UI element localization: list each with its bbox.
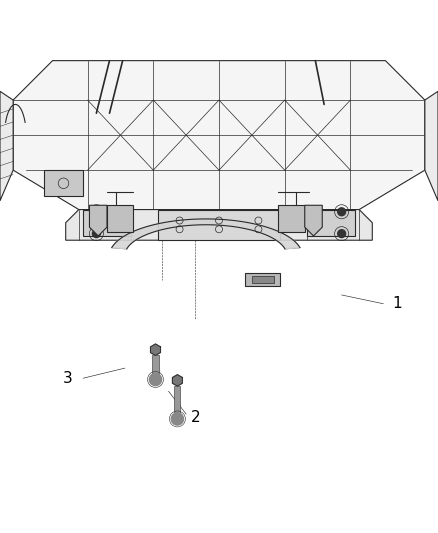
Circle shape bbox=[92, 230, 100, 238]
Polygon shape bbox=[252, 276, 274, 283]
Polygon shape bbox=[152, 356, 159, 379]
Circle shape bbox=[338, 208, 346, 216]
Polygon shape bbox=[66, 209, 372, 240]
Circle shape bbox=[171, 413, 184, 425]
Circle shape bbox=[149, 374, 162, 386]
Polygon shape bbox=[173, 375, 182, 386]
Polygon shape bbox=[307, 209, 355, 236]
Text: 2: 2 bbox=[191, 410, 200, 425]
Circle shape bbox=[92, 208, 100, 216]
Polygon shape bbox=[151, 344, 160, 356]
Polygon shape bbox=[245, 273, 280, 286]
Polygon shape bbox=[0, 91, 13, 201]
Polygon shape bbox=[107, 205, 133, 231]
Polygon shape bbox=[13, 61, 425, 209]
Polygon shape bbox=[425, 91, 438, 201]
Polygon shape bbox=[279, 205, 305, 231]
Polygon shape bbox=[174, 386, 180, 419]
Text: 3: 3 bbox=[63, 370, 72, 386]
Text: 1: 1 bbox=[392, 296, 402, 311]
Polygon shape bbox=[158, 209, 280, 240]
Circle shape bbox=[338, 230, 346, 238]
Polygon shape bbox=[83, 209, 131, 236]
Polygon shape bbox=[112, 219, 300, 249]
Polygon shape bbox=[89, 205, 107, 236]
Polygon shape bbox=[44, 170, 83, 197]
Polygon shape bbox=[305, 205, 322, 236]
